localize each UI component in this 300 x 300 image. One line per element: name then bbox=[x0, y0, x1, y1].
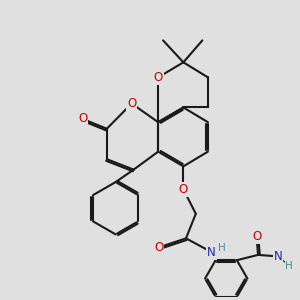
Text: O: O bbox=[154, 241, 163, 254]
Text: O: O bbox=[252, 230, 261, 243]
Text: H: H bbox=[285, 261, 293, 271]
Text: O: O bbox=[127, 97, 136, 110]
Text: O: O bbox=[154, 71, 163, 84]
Text: N: N bbox=[207, 246, 216, 259]
Text: H: H bbox=[218, 243, 226, 253]
Text: O: O bbox=[78, 112, 87, 125]
Text: O: O bbox=[179, 183, 188, 196]
Text: N: N bbox=[274, 250, 282, 263]
